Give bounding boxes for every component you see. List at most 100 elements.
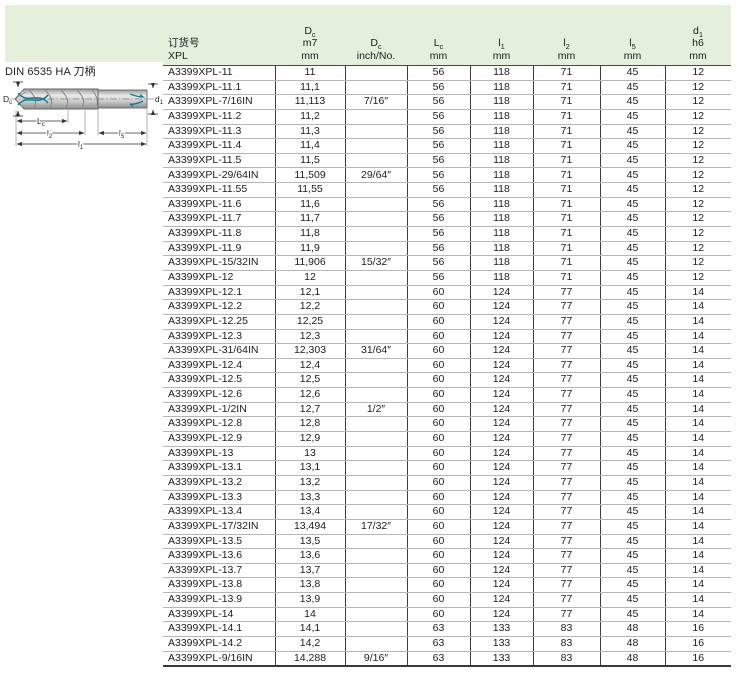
value-cell: 45 xyxy=(599,211,665,228)
value-cell: 45 xyxy=(599,80,665,96)
value-cell: 118 xyxy=(469,65,533,81)
value-cell: 14 xyxy=(664,387,731,403)
value-cell: 124 xyxy=(469,577,533,594)
table-row: A3399XPL-7/16IN 11,113 7/16″ 56 118 71 45 12 xyxy=(163,94,731,110)
value-cell: 118 xyxy=(469,197,533,213)
value-cell: 71 xyxy=(532,182,600,198)
table-row: A3399XPL-12.5 12,5 60 124 77 45 14 xyxy=(163,372,731,389)
value-cell: 16 xyxy=(664,621,731,637)
value-cell xyxy=(344,577,407,594)
value-cell: 14 xyxy=(664,402,731,418)
value-cell: 60 xyxy=(406,548,470,564)
value-cell: 45 xyxy=(599,534,665,550)
value-cell xyxy=(344,241,407,257)
value-cell: 45 xyxy=(599,563,665,579)
table-row: A3399XPL-11.4 11,4 56 118 71 45 12 xyxy=(163,138,731,154)
value-cell: 13,3 xyxy=(274,490,345,506)
value-cell: 77 xyxy=(532,387,600,403)
value-cell xyxy=(344,372,407,389)
order-code-cell: A3399XPL-11.5 xyxy=(163,153,275,169)
value-cell: 118 xyxy=(469,167,533,184)
value-cell: 124 xyxy=(469,402,533,418)
value-cell: 15/32″ xyxy=(344,255,407,271)
value-cell: 60 xyxy=(406,343,470,359)
value-cell: 12 xyxy=(664,153,731,169)
order-code-cell: A3399XPL-14 xyxy=(163,607,275,623)
value-cell: 14,2 xyxy=(274,636,345,652)
value-cell: 14 xyxy=(664,592,731,608)
order-code-cell: A3399XPL-11.4 xyxy=(163,138,275,154)
value-cell: 45 xyxy=(599,226,665,242)
value-cell: 45 xyxy=(599,460,665,476)
value-cell: 83 xyxy=(532,621,600,637)
value-cell: 45 xyxy=(599,270,665,286)
value-cell: 124 xyxy=(469,534,533,550)
order-code-cell: A3399XPL-7/16IN xyxy=(163,94,275,110)
value-cell: 124 xyxy=(469,372,533,389)
value-cell: 124 xyxy=(469,592,533,608)
value-cell xyxy=(344,358,407,374)
value-cell: 14 xyxy=(664,460,731,476)
value-cell: 124 xyxy=(469,519,533,535)
value-cell: 124 xyxy=(469,446,533,462)
table-row: A3399XPL-11.1 11,1 56 118 71 45 12 xyxy=(163,80,731,96)
table-header-row: 订货号 XPL Dc m7 mm Dc inch/No. Lc mm l1 mm l2 mm l5 mm d1… xyxy=(163,5,731,66)
value-cell: 12,25 xyxy=(274,314,345,330)
value-cell: 60 xyxy=(406,329,470,345)
value-cell: 14 xyxy=(664,431,731,447)
value-cell: 13,2 xyxy=(274,475,345,491)
value-cell xyxy=(344,211,407,228)
table-row: A3399XPL-12.2 12,2 60 124 77 45 14 xyxy=(163,299,731,315)
value-cell: 12 xyxy=(664,167,731,184)
value-cell: 71 xyxy=(532,124,600,140)
value-cell xyxy=(344,607,407,623)
value-cell: 45 xyxy=(599,241,665,257)
column-header: l5 mm xyxy=(600,5,665,66)
value-cell: 77 xyxy=(532,490,600,506)
value-cell: 63 xyxy=(406,636,470,652)
value-cell: 60 xyxy=(406,372,470,389)
value-cell: 56 xyxy=(406,270,470,286)
order-code-cell: A3399XPL-12.25 xyxy=(163,314,275,330)
value-cell: 77 xyxy=(532,534,600,550)
order-code-cell: A3399XPL-13.3 xyxy=(163,490,275,506)
value-cell: 77 xyxy=(532,431,600,447)
value-cell: 11,2 xyxy=(274,109,345,125)
value-cell: 124 xyxy=(469,329,533,345)
value-cell: 118 xyxy=(469,80,533,96)
value-cell: 12 xyxy=(274,270,345,286)
value-cell: 12 xyxy=(664,197,731,213)
table-row: A3399XPL-13.9 13,9 60 124 77 45 14 xyxy=(163,592,731,608)
table-row: A3399XPL-12.3 12,3 60 124 77 45 14 xyxy=(163,329,731,345)
value-cell: 11,7 xyxy=(274,211,345,228)
value-cell xyxy=(344,314,407,330)
value-cell: 14 xyxy=(664,299,731,315)
value-cell: 60 xyxy=(406,285,470,301)
table-row: A3399XPL-11.7 11,7 56 118 71 45 12 xyxy=(163,211,731,228)
value-cell xyxy=(344,270,407,286)
value-cell: 60 xyxy=(406,402,470,418)
value-cell: 12,5 xyxy=(274,372,345,389)
value-cell: 124 xyxy=(469,343,533,359)
column-header: l1 mm xyxy=(470,5,533,66)
value-cell: 31/64″ xyxy=(344,343,407,359)
value-cell: 12 xyxy=(664,94,731,110)
value-cell xyxy=(344,285,407,301)
value-cell: 11,6 xyxy=(274,197,345,213)
value-cell: 14 xyxy=(664,285,731,301)
value-cell: 1/2″ xyxy=(344,402,407,418)
value-cell: 11,509 xyxy=(274,167,345,184)
value-cell: 118 xyxy=(469,226,533,242)
coolant-channel-icon xyxy=(17,92,49,106)
spec-table: 订货号 XPL Dc m7 mm Dc inch/No. Lc mm l1 mm l2 mm l5 mm d1… xyxy=(163,5,731,668)
table-row: A3399XPL-12.8 12,8 60 124 77 45 14 xyxy=(163,416,731,433)
value-cell: 83 xyxy=(532,636,600,652)
table-row: A3399XPL-11.5 11,5 56 118 71 45 12 xyxy=(163,153,731,169)
value-cell: 13,8 xyxy=(274,577,345,594)
value-cell: 45 xyxy=(599,504,665,520)
order-code-cell: A3399XPL-17/32IN xyxy=(163,519,275,535)
value-cell: 13,9 xyxy=(274,592,345,608)
value-cell: 124 xyxy=(469,475,533,491)
value-cell: 63 xyxy=(406,651,470,668)
order-code-cell: A3399XPL-11.6 xyxy=(163,197,275,213)
